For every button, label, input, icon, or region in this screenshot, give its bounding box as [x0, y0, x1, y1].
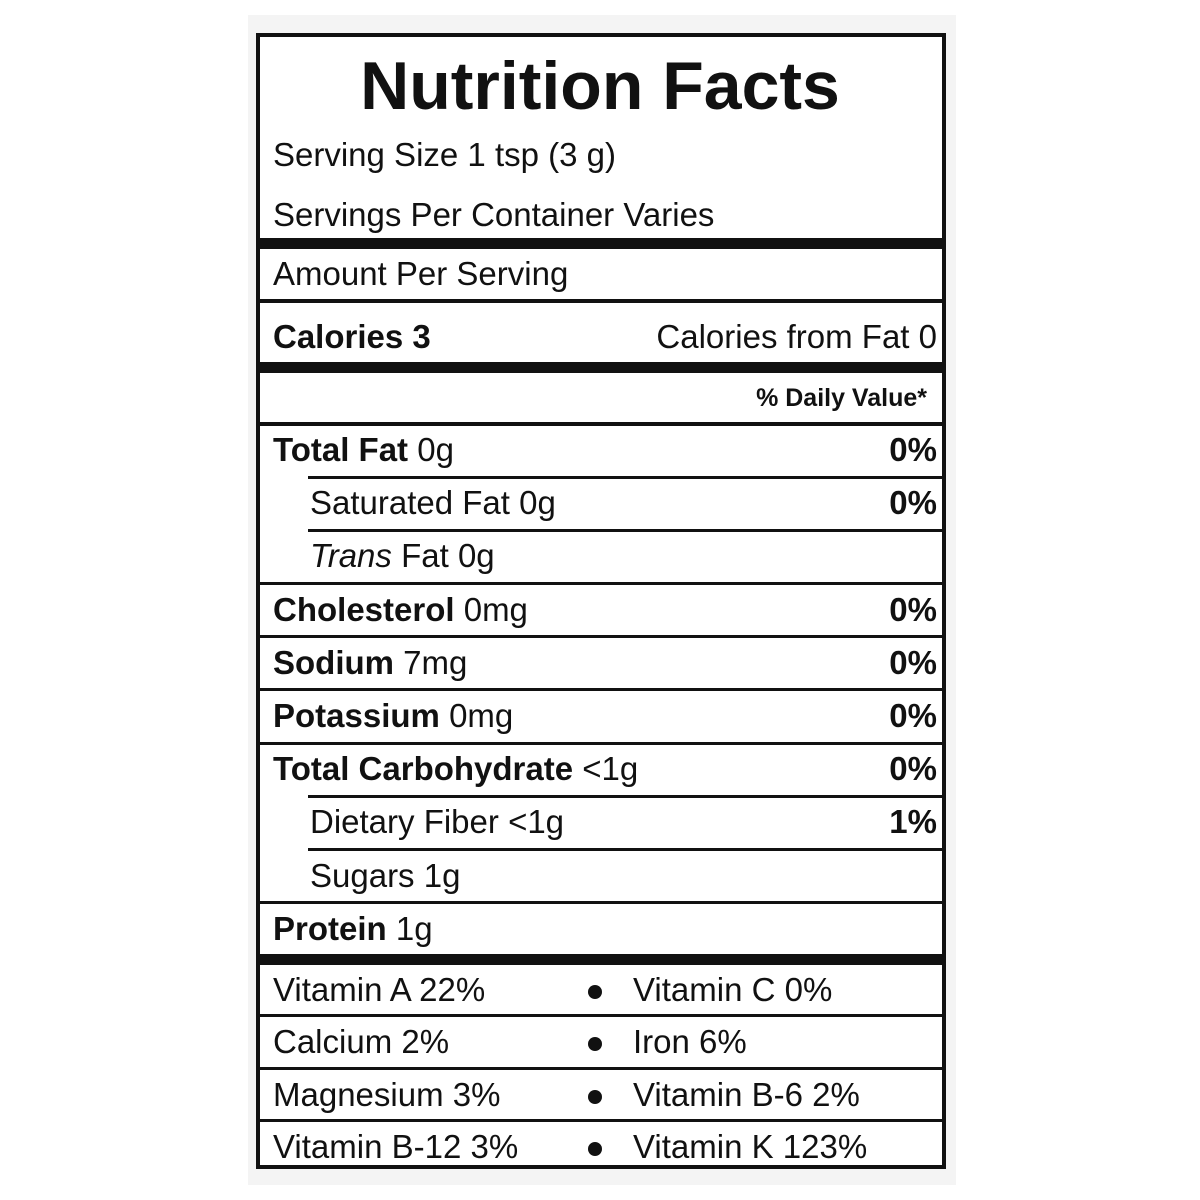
nutrient-amount: <1g	[582, 750, 639, 788]
nutrient-name: Cholesterol	[273, 590, 455, 628]
nutrient-row: Total Fat 0g	[273, 430, 454, 470]
nutrient-amount: 1g	[395, 909, 433, 947]
nutrient-amount: 0g	[519, 484, 556, 522]
nutrient-name: Fat	[401, 537, 449, 575]
nutrient-name: Total Carbohydrate	[273, 750, 574, 788]
rule	[308, 794, 942, 798]
rule	[260, 581, 942, 585]
vitamin: Vitamin A 22%	[273, 970, 486, 1008]
nutrient-name: Protein	[273, 909, 387, 947]
nutrient-name: Sodium	[273, 643, 394, 681]
vitamin: Iron 6%	[633, 1023, 747, 1061]
nutrient-amount: 7mg	[403, 643, 468, 681]
bullet	[588, 1142, 602, 1157]
nutrient-row: Sugars 1g	[310, 856, 460, 896]
nutrient-name-italic: Trans	[310, 537, 392, 575]
bullet	[588, 1037, 602, 1052]
daily-value: 0%	[889, 590, 937, 628]
daily-value: 0%	[889, 643, 937, 681]
daily-value: 0%	[889, 750, 937, 788]
rule	[260, 299, 942, 303]
nutrient-row: Saturated Fat 0g	[310, 483, 556, 523]
nutrient-name: Potassium	[273, 697, 440, 734]
nutrient-name: Saturated Fat	[310, 484, 510, 522]
nutrient-row: Trans Fat 0g	[310, 536, 495, 576]
nutrient-name: Total Fat	[273, 431, 409, 468]
serving-size: Serving Size 1 tsp (3 g)	[273, 136, 616, 173]
daily-value: 0%	[889, 484, 937, 522]
bullet	[588, 1089, 602, 1104]
rule	[260, 1014, 942, 1018]
servings-per-container: Servings Per Container Varies	[273, 196, 715, 233]
nutrient-name: Dietary Fiber	[310, 803, 499, 841]
amount-per-serving: Amount Per Serving	[273, 255, 569, 292]
vitamin: Vitamin B-6 2%	[633, 1075, 860, 1113]
nutrient-row: Protein 1g	[273, 909, 433, 949]
rule	[260, 1066, 942, 1070]
vitamin: Vitamin C 0%	[633, 970, 833, 1008]
rule	[308, 475, 942, 479]
rule	[260, 361, 942, 373]
nutrient-amount: 1g	[423, 856, 461, 894]
daily-value: 0%	[889, 431, 937, 468]
rule	[260, 635, 942, 639]
nutrient-row: Potassium 0mg	[273, 696, 513, 736]
daily-value: 1%	[889, 803, 937, 841]
nutrient-row: Total Carbohydrate <1g	[273, 749, 638, 789]
nutrition-label	[256, 33, 946, 1169]
rule	[308, 847, 942, 851]
nutrient-amount: <1g	[508, 803, 565, 841]
calories: Calories 3	[273, 318, 431, 355]
rule	[308, 528, 942, 532]
bullet	[588, 984, 602, 999]
rule	[260, 954, 942, 966]
rule	[260, 1119, 942, 1123]
rule	[260, 422, 942, 426]
nutrient-amount: 0mg	[463, 590, 528, 628]
nutrient-amount: 0mg	[449, 697, 514, 734]
title: Nutrition Facts	[360, 48, 840, 124]
nutrient-row: Dietary Fiber <1g	[310, 802, 564, 842]
nutrient-row: Cholesterol 0mg	[273, 590, 528, 630]
rule	[260, 741, 942, 745]
vitamin: Vitamin B-12 3%	[273, 1128, 519, 1166]
rule	[260, 688, 942, 692]
rule	[260, 901, 942, 905]
vitamin: Vitamin K 123%	[633, 1128, 868, 1166]
nutrient-amount: 0g	[417, 431, 454, 468]
nutrient-amount: 0g	[457, 537, 495, 575]
nutrient-name: Sugars	[310, 856, 415, 894]
rule	[260, 237, 942, 249]
nutrient-row: Sodium 7mg	[273, 643, 467, 683]
calories-from-fat: Calories from Fat 0	[656, 318, 937, 355]
daily-value: 0%	[889, 697, 937, 734]
vitamin: Magnesium 3%	[273, 1075, 501, 1113]
daily-value-header: % Daily Value*	[756, 384, 927, 412]
vitamin: Calcium 2%	[273, 1023, 450, 1061]
